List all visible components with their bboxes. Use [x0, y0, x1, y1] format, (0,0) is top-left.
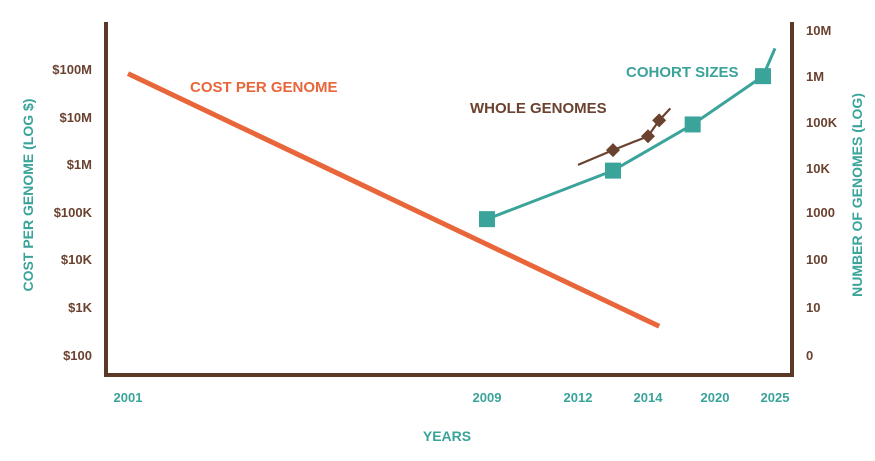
whole-genomes-label: WHOLE GENOMES — [470, 100, 607, 117]
x-tick-label: 2009 — [473, 390, 502, 405]
left-y-tick-label: $100M — [52, 62, 92, 77]
x-tick-label: 2001 — [114, 390, 143, 405]
right-y-tick-label: 1000 — [806, 205, 835, 220]
x-tick-label: 2020 — [701, 390, 730, 405]
left-y-tick-label: $1M — [67, 157, 92, 172]
x-tick-label: 2025 — [761, 390, 790, 405]
left-y-tick-label: $1K — [68, 300, 92, 315]
whole-genomes-marker — [606, 143, 620, 158]
left-y-tick-labels: $100 $1K $10K $100K $1M $10M $100M — [52, 62, 92, 363]
right-y-tick-label: 0 — [806, 348, 813, 363]
x-axis-title: YEARS — [423, 428, 471, 444]
x-tick-labels: 2001 2009 2012 2014 2020 2025 — [114, 390, 790, 405]
x-tick-label: 2014 — [634, 390, 664, 405]
right-y-tick-label: 10 — [806, 300, 820, 315]
cohort-sizes-label: COHORT SIZES — [626, 64, 739, 81]
series-labels: COST PER GENOME WHOLE GENOMES COHORT SIZES — [190, 64, 739, 117]
right-y-tick-label: 10K — [806, 161, 830, 176]
left-y-axis-title: COST PER GENOME (LOG $) — [20, 99, 36, 292]
right-y-axis-title: NUMBER OF GENOMES (LOG) — [849, 93, 865, 297]
left-y-tick-label: $10K — [61, 252, 93, 267]
left-y-tick-label: $100 — [63, 348, 92, 363]
right-y-tick-label: 1M — [806, 69, 824, 84]
right-y-tick-label: 100K — [806, 115, 838, 130]
whole-genomes-marker — [641, 129, 655, 144]
chart-series — [126, 47, 777, 329]
cohort-sizes-marker — [755, 68, 771, 85]
cohort-sizes-marker — [479, 211, 495, 228]
chart-axes — [104, 22, 794, 377]
cost-per-genome-label: COST PER GENOME — [190, 79, 338, 96]
whole-genomes-marker — [652, 113, 667, 128]
right-y-tick-labels: 0 10 100 1000 10K 100K 1M 10M — [806, 23, 838, 363]
right-y-tick-label: 10M — [806, 23, 831, 38]
cohort-sizes-marker — [684, 116, 701, 133]
cohort-sizes-marker — [605, 162, 621, 179]
left-y-tick-label: $100K — [54, 205, 93, 220]
left-y-tick-label: $10M — [59, 110, 92, 125]
x-tick-label: 2012 — [564, 390, 593, 405]
cost-per-genome-line — [126, 71, 661, 329]
right-y-tick-label: 100 — [806, 252, 828, 267]
